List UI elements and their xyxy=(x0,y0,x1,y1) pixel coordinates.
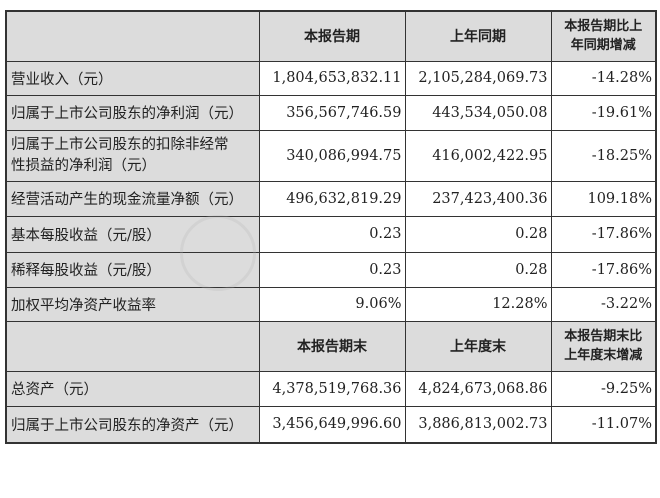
current-value: 340,086,994.75 xyxy=(258,129,406,182)
header-period-end: 本报告期末 xyxy=(258,320,406,372)
header-change: 本报告期末比 上年度末增减 xyxy=(550,320,657,372)
current-value: 0.23 xyxy=(258,251,406,288)
row-label-line1: 归属于上市公司股东的扣除非经常 xyxy=(11,136,229,153)
row-label: 归属于上市公司股东的扣除非经常 性损益的净利润（元） xyxy=(5,129,260,182)
current-value: 1,804,653,832.11 xyxy=(258,60,406,96)
prior-value: 4,824,673,068.86 xyxy=(404,370,552,407)
header-change-line2: 年同期增减 xyxy=(570,38,636,54)
header-blank xyxy=(5,320,260,372)
prior-value: 416,002,422.95 xyxy=(404,129,552,182)
prior-value: 3,886,813,002.73 xyxy=(404,405,552,444)
table-row: 经营活动产生的现金流量净额（元） 496,632,819.29 237,423,… xyxy=(5,180,657,217)
row-label: 营业收入（元） xyxy=(5,60,260,96)
current-value: 4,378,519,768.36 xyxy=(258,370,406,407)
change-value: -17.86% xyxy=(550,251,657,288)
change-value: -3.22% xyxy=(550,286,657,322)
header-row: 本报告期 上年同期 本报告期比上 年同期增减 xyxy=(5,10,657,62)
row-label: 加权平均净资产收益率 xyxy=(5,286,260,322)
table-row: 归属于上市公司股东的扣除非经常 性损益的净利润（元） 340,086,994.75… xyxy=(5,129,657,182)
change-value: 109.18% xyxy=(550,180,657,217)
table-row: 基本每股收益（元/股） 0.23 0.28 -17.86% xyxy=(5,215,657,253)
header-change-line1: 本报告期末比 xyxy=(564,329,643,344)
header-change-line1: 本报告期比上 xyxy=(564,19,643,35)
current-value: 9.06% xyxy=(258,286,406,322)
current-value: 3,456,649,996.60 xyxy=(258,405,406,444)
header-prior-year-end: 上年度末 xyxy=(404,320,552,372)
header-current-period: 本报告期 xyxy=(258,10,406,62)
header-row-2: 本报告期末 上年度末 本报告期末比 上年度末增减 xyxy=(5,320,657,372)
row-label-line2: 性损益的净利润（元） xyxy=(11,157,156,174)
table-row: 稀释每股收益（元/股） 0.23 0.28 -17.86% xyxy=(5,251,657,288)
row-label: 归属于上市公司股东的净利润（元） xyxy=(5,94,260,131)
financial-summary-table: 本报告期 上年同期 本报告期比上 年同期增减 营业收入（元） 1,804,653,… xyxy=(5,10,657,444)
prior-value: 237,423,400.36 xyxy=(404,180,552,217)
current-value: 356,567,746.59 xyxy=(258,94,406,131)
watermark-logo xyxy=(180,215,256,291)
current-value: 0.23 xyxy=(258,215,406,253)
table-row: 营业收入（元） 1,804,653,832.11 2,105,284,069.7… xyxy=(5,60,657,96)
change-value: -9.25% xyxy=(550,370,657,407)
prior-value: 12.28% xyxy=(404,286,552,322)
current-value: 496,632,819.29 xyxy=(258,180,406,217)
prior-value: 0.28 xyxy=(404,215,552,253)
table-row: 归属于上市公司股东的净资产（元） 3,456,649,996.60 3,886,… xyxy=(5,405,657,444)
table-row: 归属于上市公司股东的净利润（元） 356,567,746.59 443,534,… xyxy=(5,94,657,131)
prior-value: 443,534,050.08 xyxy=(404,94,552,131)
change-value: -17.86% xyxy=(550,215,657,253)
header-blank xyxy=(5,10,260,62)
prior-value: 0.28 xyxy=(404,251,552,288)
change-value: -19.61% xyxy=(550,94,657,131)
change-value: -11.07% xyxy=(550,405,657,444)
row-label: 总资产（元） xyxy=(5,370,260,407)
prior-value: 2,105,284,069.73 xyxy=(404,60,552,96)
table-row: 加权平均净资产收益率 9.06% 12.28% -3.22% xyxy=(5,286,657,322)
row-label: 归属于上市公司股东的净资产（元） xyxy=(5,405,260,444)
header-change: 本报告期比上 年同期增减 xyxy=(550,10,657,62)
header-prior-period: 上年同期 xyxy=(404,10,552,62)
row-label: 经营活动产生的现金流量净额（元） xyxy=(5,180,260,217)
change-value: -18.25% xyxy=(550,129,657,182)
header-change-line2: 上年度末增减 xyxy=(564,348,643,363)
table-row: 总资产（元） 4,378,519,768.36 4,824,673,068.86… xyxy=(5,370,657,407)
change-value: -14.28% xyxy=(550,60,657,96)
